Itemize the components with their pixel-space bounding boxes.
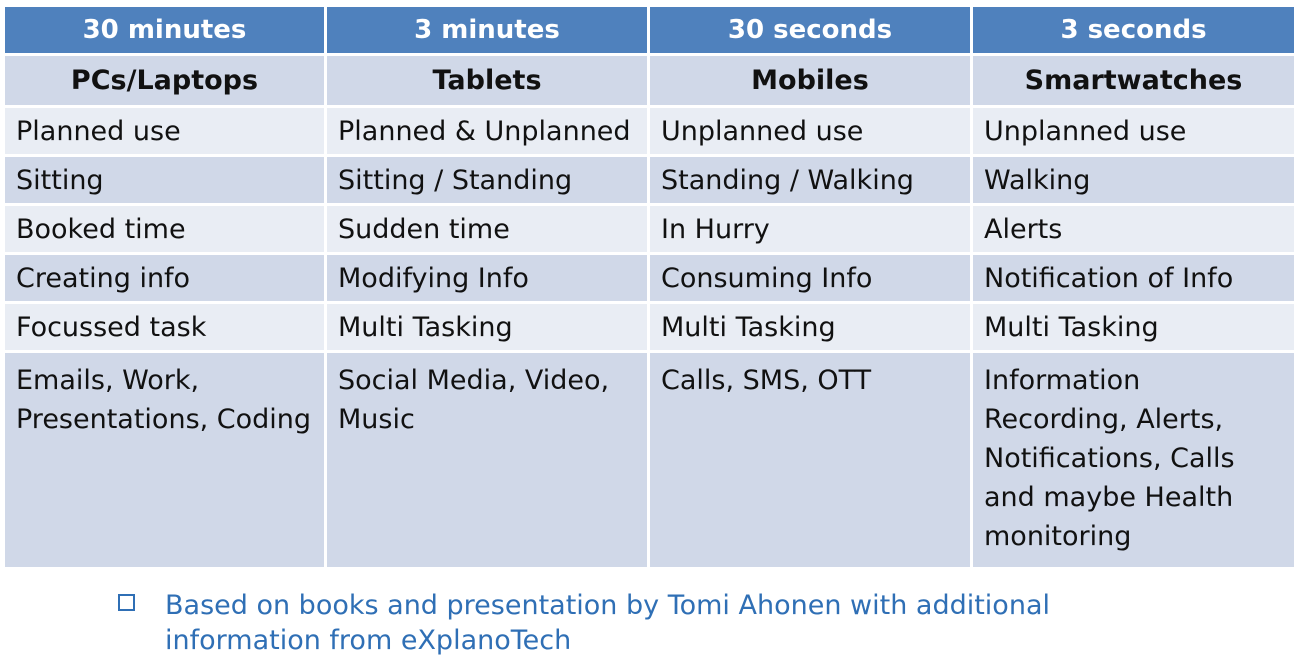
table-cell: Walking <box>970 154 1296 206</box>
table-cell: Information Recording, Alerts, Notificat… <box>970 350 1296 570</box>
table-cell: Planned & Unplanned <box>324 105 650 157</box>
table-cell: Booked time <box>2 203 327 255</box>
cell-line: Calls, SMS, OTT <box>661 365 872 396</box>
table-cell: Creating info <box>2 252 327 304</box>
time-header-cell: 30 minutes <box>2 4 327 56</box>
table-cell: Planned use <box>2 105 327 157</box>
device-header-cell: Smartwatches <box>970 53 1296 108</box>
time-header-cell: 3 minutes <box>324 4 650 56</box>
device-header-cell: PCs/Laptops <box>2 53 327 108</box>
cell-line: Emails, Work, <box>16 365 200 396</box>
table-cell: Multi Tasking <box>647 301 973 353</box>
table-cell: Emails, Work, Presentations, Coding <box>2 350 327 570</box>
time-header-cell: 3 seconds <box>970 4 1296 56</box>
cell-line: Recording, Alerts, <box>984 404 1224 435</box>
table-cell: Calls, SMS, OTT <box>647 350 973 570</box>
table-row: Booked time Sudden time In Hurry Alerts <box>2 203 1296 255</box>
cell-line: Notifications, Calls <box>984 443 1235 474</box>
table-cell: Unplanned use <box>647 105 973 157</box>
time-header-row: 30 minutes 3 minutes 30 seconds 3 second… <box>2 4 1296 56</box>
source-footnote: Based on books and presentation by Tomi … <box>118 588 1118 658</box>
table-cell: Modifying Info <box>324 252 650 304</box>
table-cell: Multi Tasking <box>970 301 1296 353</box>
cell-line: Social Media, Video, <box>338 365 610 396</box>
footnote-text: Based on books and presentation by Tomi … <box>165 588 1118 658</box>
table-cell: Standing / Walking <box>647 154 973 206</box>
device-header-row: PCs/Laptops Tablets Mobiles Smartwatches <box>2 53 1296 108</box>
table-cell: Multi Tasking <box>324 301 650 353</box>
table-row: Sitting Sitting / Standing Standing / Wa… <box>2 154 1296 206</box>
table-row: Focussed task Multi Tasking Multi Taskin… <box>2 301 1296 353</box>
footnote-line: Based on books and presentation by Tomi … <box>165 590 1050 621</box>
device-header-cell: Tablets <box>324 53 650 108</box>
table-cell: Sudden time <box>324 203 650 255</box>
table-cell: Sitting / Standing <box>324 154 650 206</box>
footnote-line: information from eXplanoTech <box>165 625 572 656</box>
table-cell: Sitting <box>2 154 327 206</box>
cell-line: Music <box>338 404 415 435</box>
table-row: Creating info Modifying Info Consuming I… <box>2 252 1296 304</box>
table-cell: Focussed task <box>2 301 327 353</box>
time-header-cell: 30 seconds <box>647 4 973 56</box>
table-row: Planned use Planned & Unplanned Unplanne… <box>2 105 1296 157</box>
device-usage-table: 30 minutes 3 minutes 30 seconds 3 second… <box>2 4 1296 570</box>
cell-line: and maybe Health <box>984 482 1234 513</box>
device-header-cell: Mobiles <box>647 53 973 108</box>
table-cell: Alerts <box>970 203 1296 255</box>
table-cell: Consuming Info <box>647 252 973 304</box>
table-cell: Unplanned use <box>970 105 1296 157</box>
cell-line: Information <box>984 365 1141 396</box>
cell-line: Presentations, Coding <box>16 404 312 435</box>
table-row: Emails, Work, Presentations, Coding Soci… <box>2 350 1296 570</box>
table-cell: Social Media, Video, Music <box>324 350 650 570</box>
checkbox-bullet-icon <box>118 594 135 611</box>
table-cell: In Hurry <box>647 203 973 255</box>
cell-line: monitoring <box>984 521 1132 552</box>
table-cell: Notification of Info <box>970 252 1296 304</box>
